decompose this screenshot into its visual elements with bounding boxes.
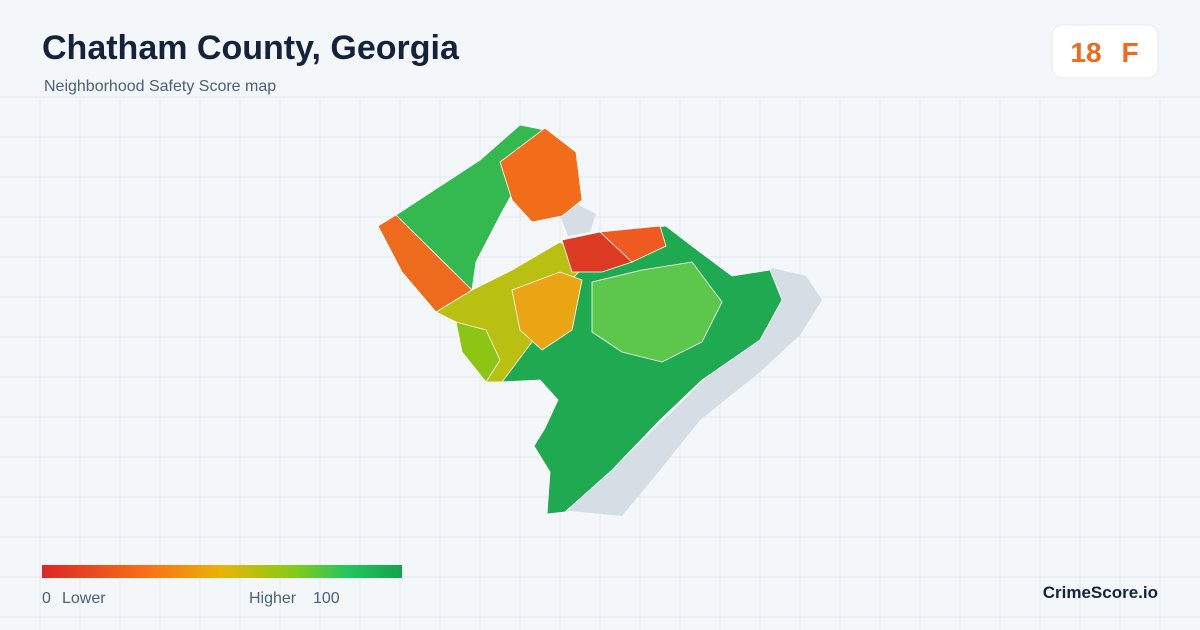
score: 18 — [1070, 37, 1101, 68]
tract — [591, 261, 723, 363]
legend-bar — [42, 565, 402, 578]
legend-min-label: Lower — [62, 590, 106, 607]
title: Chatham County, Georgia — [42, 29, 460, 67]
grade: F — [1121, 37, 1138, 68]
grade-badge — [1051, 24, 1159, 79]
legend-max-label: Higher — [249, 590, 297, 607]
legend-max: 100 — [313, 590, 340, 607]
tract — [599, 225, 667, 263]
county-map — [377, 124, 822, 516]
tract — [455, 321, 501, 383]
legend-min: 0 — [42, 590, 51, 607]
brand: CrimeScore.io — [1043, 583, 1158, 602]
subtitle: Neighborhood Safety Score map — [44, 78, 276, 95]
tract — [511, 271, 583, 351]
grid — [0, 96, 1200, 630]
tract — [499, 127, 583, 223]
